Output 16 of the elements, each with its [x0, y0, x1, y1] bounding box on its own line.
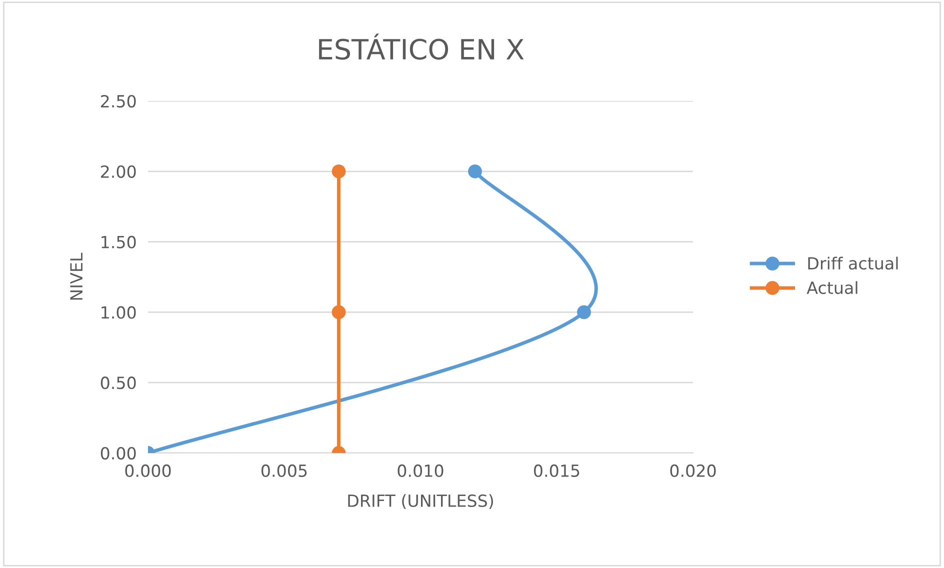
legend-label: Actual: [806, 281, 858, 294]
y-axis-title: NIVEL: [70, 252, 82, 300]
y-tick-label: 1.50: [102, 236, 136, 248]
chart-title: ESTÁTICO EN X: [319, 34, 524, 60]
x-tick-label: 0.000: [125, 464, 171, 478]
y-tick-label: 0.00: [100, 446, 136, 460]
x-axis-title: DRIFT (UNITLESS): [348, 494, 493, 509]
x-tick-label: 0.020: [670, 464, 716, 478]
y-tick-label: 2.00: [101, 165, 136, 178]
y-tick-label: 0.50: [100, 376, 136, 390]
legend-label: Driff actual: [808, 256, 898, 270]
x-tick-label: 0.010: [398, 464, 444, 478]
x-tick-label: 0.015: [534, 464, 580, 478]
x-tick-label: 0.005: [261, 464, 307, 478]
y-tick-label: 1.00: [102, 306, 136, 319]
y-tick-label: 2.50: [101, 94, 136, 108]
